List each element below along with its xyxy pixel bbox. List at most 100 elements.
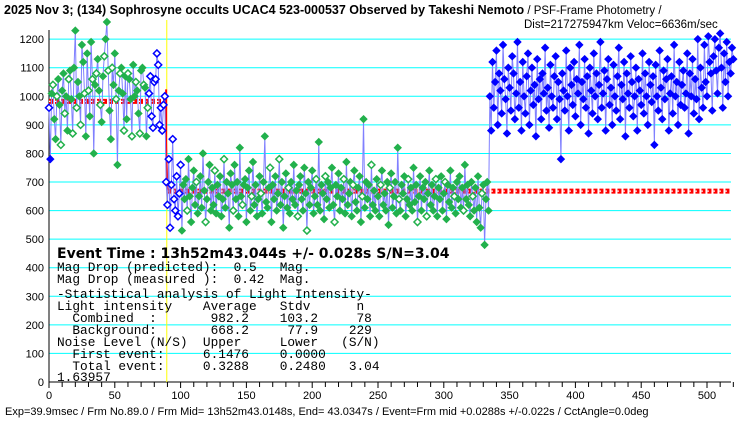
data-point [710,34,720,44]
data-point [689,109,699,118]
data-point [248,157,258,167]
data-point [411,180,421,190]
data-point [655,46,664,55]
analysis-line: First event: 6.1476 0.0000 [57,347,326,362]
data-point [69,63,79,72]
data-point [518,57,527,67]
data-point [630,92,639,101]
data-point [588,109,597,118]
data-point [458,183,467,192]
data-point [263,203,272,212]
data-point [168,134,178,144]
data-point [77,40,87,50]
data-point [342,157,351,167]
data-point [179,180,188,190]
data-point [145,71,155,81]
data-point [173,211,183,221]
data-point [523,49,533,58]
data-point [310,192,320,201]
data-point [509,69,518,78]
data-point [529,100,538,110]
data-point [660,94,670,104]
data-point [282,203,292,212]
x-tick-label: 300 [435,390,453,402]
data-point [138,63,147,72]
data-point [573,89,583,98]
data-point [301,189,310,198]
fit-transition [165,89,170,193]
footer-info: Exp=39.9msec / Frm No.89.0 / Frm Mid= 13… [5,406,649,418]
data-point [330,217,340,227]
data-point [232,177,242,187]
data-point [510,114,520,124]
data-point [550,72,559,81]
data-point [102,17,112,27]
data-point [494,69,504,78]
data-point [722,37,731,47]
data-point [446,166,455,175]
data-point [646,80,655,90]
data-point [458,206,469,216]
data-point [489,103,499,112]
data-point [272,206,281,215]
data-point [663,54,672,64]
data-point [535,74,545,84]
data-point [480,240,489,250]
data-point [569,57,579,67]
data-point [664,126,674,135]
data-point [586,86,596,95]
data-point [329,200,338,210]
data-point [293,211,303,221]
data-point [604,54,613,64]
data-point [82,49,92,58]
analysis-line: Mag Drop (measured ): 0.42 Mag. [57,272,310,287]
data-point [546,60,555,70]
data-point [418,183,427,192]
data-point [363,194,372,204]
data-point [636,100,646,110]
data-point [571,112,580,121]
data-point [326,183,335,192]
data-point [318,189,327,198]
data-point [162,200,173,210]
data-point [193,209,202,218]
data-point [638,49,647,58]
data-point [426,200,435,210]
y-tick-label: 0 [38,377,44,389]
data-point [166,180,176,190]
data-point [317,180,326,190]
analysis-text: Mag Drop (predicted): 0.5 Mag.Mag Drop (… [57,260,380,385]
data-point [501,94,510,104]
data-point [257,209,267,218]
data-point [152,48,162,59]
data-point [622,69,631,78]
data-point [51,134,60,144]
data-point [336,183,346,192]
data-point [642,92,651,101]
data-point [93,54,102,64]
data-point [713,89,722,98]
data-point [46,154,55,164]
data-point [72,103,82,113]
data-point [189,166,198,175]
data-point [319,214,329,224]
data-point [500,74,509,84]
data-point [144,88,154,99]
data-point [475,203,484,212]
data-point [314,137,323,147]
data-point [684,129,693,138]
data-point [412,217,423,227]
data-point [575,40,584,50]
data-point [656,83,666,92]
data-point [209,200,218,210]
data-point [621,132,630,141]
y-tick-label: 1200 [20,34,44,46]
data-point [256,188,266,198]
data-point [693,34,702,44]
data-point [390,177,400,187]
data-point [406,183,416,192]
data-point [469,206,479,215]
data-point [210,166,220,176]
data-point [300,163,309,172]
data-point [651,60,660,70]
